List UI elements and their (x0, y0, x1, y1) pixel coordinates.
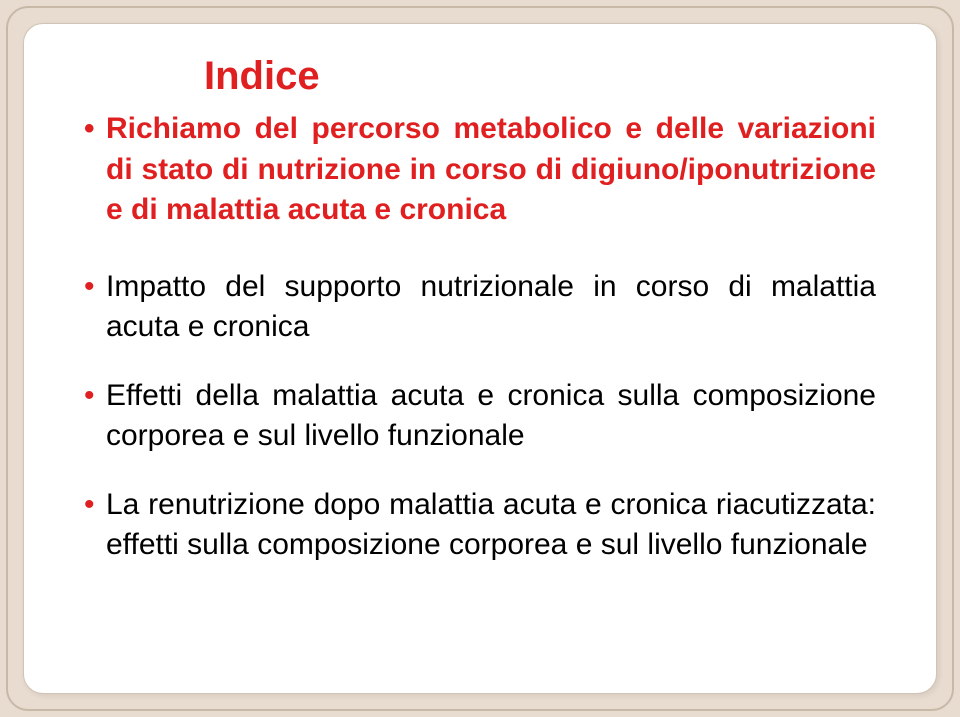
bullet-item-2: Impatto del supporto nutrizionale in cor… (84, 267, 876, 348)
content-card: Indice Richiamo del percorso metabolico … (23, 23, 937, 694)
bullet-text: Impatto del supporto nutrizionale in cor… (106, 270, 876, 344)
bullet-text: Richiamo del percorso metabolico e delle… (106, 112, 876, 226)
bullet-text: Effetti della malattia acuta e cronica s… (106, 379, 876, 453)
slide-title: Indice (204, 54, 876, 99)
bullet-item-1: Richiamo del percorso metabolico e delle… (84, 109, 876, 231)
bullet-item-3: Effetti della malattia acuta e cronica s… (84, 376, 876, 457)
bullet-text: La renutrizione dopo malattia acuta e cr… (106, 488, 876, 562)
bullet-item-4: La renutrizione dopo malattia acuta e cr… (84, 485, 876, 566)
outer-frame: Indice Richiamo del percorso metabolico … (6, 6, 954, 711)
